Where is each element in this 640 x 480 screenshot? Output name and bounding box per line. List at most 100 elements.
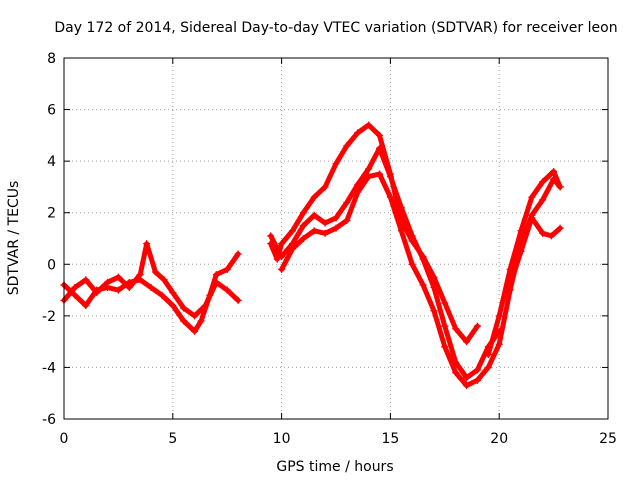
data-point [354, 188, 362, 196]
data-point [234, 250, 242, 258]
data-layer [60, 121, 564, 389]
data-point [299, 235, 307, 242]
data-point [473, 366, 481, 374]
x-tick-label: 0 [60, 431, 69, 447]
data-point [278, 265, 286, 273]
data-point [550, 167, 558, 175]
data-point [234, 296, 242, 304]
data-point [158, 291, 166, 299]
data-point [169, 302, 177, 310]
y-tick-label: -2 [42, 309, 56, 325]
data-point [212, 271, 220, 279]
chart-title: Day 172 of 2014, Sidereal Day-to-day VTE… [54, 20, 617, 36]
data-point [539, 196, 547, 204]
data-point [114, 273, 122, 281]
y-tick-label: 6 [47, 103, 56, 119]
data-point [441, 299, 449, 307]
data-point [343, 216, 351, 224]
series-line [279, 171, 563, 388]
data-point [495, 340, 503, 348]
data-point [473, 376, 481, 384]
data-point [343, 142, 351, 150]
data-point [278, 253, 286, 261]
data-point [430, 307, 438, 315]
data-point [321, 219, 329, 227]
data-point [321, 183, 329, 191]
y-axis-label: SDTVAR / TECUs [6, 181, 22, 296]
y-tick-label: -4 [42, 360, 56, 376]
data-point [197, 317, 205, 325]
data-point [267, 232, 275, 240]
data-point [506, 265, 514, 273]
data-point [556, 224, 564, 232]
data-point [386, 173, 394, 181]
data-point [556, 183, 564, 191]
data-point [273, 255, 281, 263]
data-point [201, 302, 209, 310]
data-point [299, 209, 307, 217]
data-point [143, 240, 151, 248]
data-point [223, 286, 231, 294]
series-line [268, 145, 502, 381]
data-point [169, 289, 177, 297]
data-point [484, 351, 492, 359]
data-point [441, 343, 449, 351]
y-tick-label: 8 [47, 51, 56, 67]
y-tick-label: 2 [47, 206, 56, 222]
data-point [517, 227, 525, 235]
data-point [354, 129, 362, 137]
x-axis: 0 5 10 15 20 25 [60, 58, 617, 447]
data-point [114, 286, 122, 294]
y-axis: -6 -4 -2 0 2 4 6 8 [42, 51, 608, 428]
data-point [419, 255, 427, 263]
data-point [343, 198, 351, 206]
data-point [365, 121, 373, 129]
data-point [125, 283, 133, 291]
plot-frame [63, 57, 609, 420]
data-point [310, 193, 318, 201]
y-tick-label: 4 [47, 154, 56, 170]
data-point [441, 322, 449, 330]
series-line [61, 241, 241, 319]
series-track-g [506, 214, 564, 289]
data-point [397, 204, 405, 212]
data-point [365, 165, 373, 173]
data-point [288, 245, 296, 253]
series-track-f [484, 167, 564, 359]
data-point [376, 170, 384, 178]
data-point [191, 312, 199, 320]
data-point [288, 227, 296, 235]
x-tick-label: 10 [273, 431, 291, 447]
data-point [104, 278, 112, 286]
data-point [151, 268, 159, 276]
x-tick-label: 15 [381, 431, 399, 447]
data-point [365, 173, 373, 181]
data-point [463, 338, 471, 346]
grid-lines [64, 58, 608, 419]
data-point [452, 369, 460, 377]
data-point [299, 222, 307, 230]
data-point [332, 214, 340, 222]
data-point [495, 312, 503, 320]
data-point [517, 247, 525, 255]
data-point [376, 144, 384, 152]
x-tick-label: 20 [490, 431, 508, 447]
data-point [397, 227, 405, 235]
data-point [547, 232, 555, 240]
data-point [539, 178, 547, 186]
data-point [278, 240, 286, 248]
data-point [473, 322, 481, 330]
data-point [528, 214, 536, 222]
data-point [310, 211, 318, 219]
x-tick-label: 5 [168, 431, 177, 447]
data-point [528, 193, 536, 201]
data-point [160, 276, 168, 284]
data-point [408, 232, 416, 240]
data-point [463, 374, 471, 382]
data-point [430, 283, 438, 291]
data-point [506, 281, 514, 289]
data-point [191, 327, 199, 335]
data-point [354, 180, 362, 188]
series-track-e [278, 170, 564, 389]
